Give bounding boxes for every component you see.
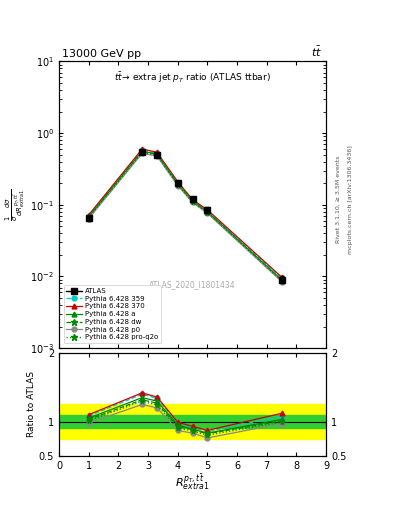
Pythia 6.428 p0 xyxy=(190,199,195,205)
Pythia 6.428 dw xyxy=(190,199,195,205)
Y-axis label: Ratio to ATLAS: Ratio to ATLAS xyxy=(27,372,36,437)
Text: mcplots.cern.ch [arXiv:1306.3436]: mcplots.cern.ch [arXiv:1306.3436] xyxy=(348,145,353,254)
Pythia 6.428 a xyxy=(175,181,180,187)
Line: Pythia 6.428 dw: Pythia 6.428 dw xyxy=(86,150,284,283)
Text: $t\bar{t}\!\rightarrow\!$ extra jet $p_T$ ratio (ATLAS ttbar): $t\bar{t}\!\rightarrow\!$ extra jet $p_T… xyxy=(114,70,271,85)
Pythia 6.428 p0 xyxy=(205,210,210,217)
Pythia 6.428 359 xyxy=(279,275,284,281)
Pythia 6.428 pro-q2o xyxy=(279,278,284,284)
Text: ATLAS_2020_I1801434: ATLAS_2020_I1801434 xyxy=(149,281,236,290)
Pythia 6.428 a xyxy=(140,148,145,154)
Pythia 6.428 dw xyxy=(279,278,284,284)
Line: Pythia 6.428 359: Pythia 6.428 359 xyxy=(86,147,284,281)
Pythia 6.428 370 xyxy=(279,274,284,280)
Line: Pythia 6.428 a: Pythia 6.428 a xyxy=(86,149,284,282)
Pythia 6.428 a xyxy=(205,209,210,215)
Pythia 6.428 dw xyxy=(154,152,159,158)
Text: 13000 GeV pp: 13000 GeV pp xyxy=(62,49,141,59)
Pythia 6.428 pro-q2o xyxy=(175,182,180,188)
Pythia 6.428 370 xyxy=(190,197,195,203)
Pythia 6.428 a xyxy=(279,276,284,283)
Pythia 6.428 359 xyxy=(175,180,180,186)
Pythia 6.428 a xyxy=(154,151,159,157)
X-axis label: $R^{p_T,t\bar{t}}_{extra1}$: $R^{p_T,t\bar{t}}_{extra1}$ xyxy=(175,472,210,492)
Pythia 6.428 359 xyxy=(154,151,159,157)
Pythia 6.428 370 xyxy=(140,146,145,152)
Pythia 6.428 pro-q2o xyxy=(205,209,210,216)
Bar xyxy=(59,415,326,429)
Pythia 6.428 pro-q2o xyxy=(190,199,195,205)
Pythia 6.428 359 xyxy=(140,147,145,153)
Pythia 6.428 359 xyxy=(205,208,210,214)
Pythia 6.428 dw xyxy=(205,209,210,215)
Line: Pythia 6.428 p0: Pythia 6.428 p0 xyxy=(86,151,284,284)
Pythia 6.428 370 xyxy=(86,212,91,218)
Pythia 6.428 359 xyxy=(190,198,195,204)
Pythia 6.428 370 xyxy=(154,149,159,155)
Legend: ATLAS, Pythia 6.428 359, Pythia 6.428 370, Pythia 6.428 a, Pythia 6.428 dw, Pyth: ATLAS, Pythia 6.428 359, Pythia 6.428 37… xyxy=(64,285,161,343)
Pythia 6.428 pro-q2o xyxy=(86,215,91,221)
Pythia 6.428 a xyxy=(190,198,195,204)
Pythia 6.428 370 xyxy=(205,207,210,213)
Y-axis label: $\frac{1}{\sigma}\frac{d\sigma}{dR^{p_{T},t\bar{t}}_{extra1}}$: $\frac{1}{\sigma}\frac{d\sigma}{dR^{p_{T… xyxy=(4,188,28,221)
Pythia 6.428 p0 xyxy=(279,279,284,285)
Pythia 6.428 a xyxy=(86,214,91,220)
Text: $t\bar{t}$: $t\bar{t}$ xyxy=(311,45,322,59)
Bar xyxy=(59,404,326,439)
Pythia 6.428 p0 xyxy=(154,153,159,159)
Pythia 6.428 p0 xyxy=(175,183,180,189)
Line: Pythia 6.428 370: Pythia 6.428 370 xyxy=(86,146,284,280)
Pythia 6.428 pro-q2o xyxy=(154,152,159,158)
Pythia 6.428 dw xyxy=(140,148,145,155)
Text: Rivet 3.1.10, ≥ 3.5M events: Rivet 3.1.10, ≥ 3.5M events xyxy=(336,156,341,243)
Pythia 6.428 370 xyxy=(175,179,180,185)
Pythia 6.428 359 xyxy=(86,213,91,219)
Pythia 6.428 p0 xyxy=(140,151,145,157)
Line: Pythia 6.428 pro-q2o: Pythia 6.428 pro-q2o xyxy=(86,150,284,283)
Pythia 6.428 pro-q2o xyxy=(140,149,145,155)
Pythia 6.428 dw xyxy=(175,181,180,187)
Pythia 6.428 p0 xyxy=(86,216,91,222)
Pythia 6.428 dw xyxy=(86,214,91,220)
